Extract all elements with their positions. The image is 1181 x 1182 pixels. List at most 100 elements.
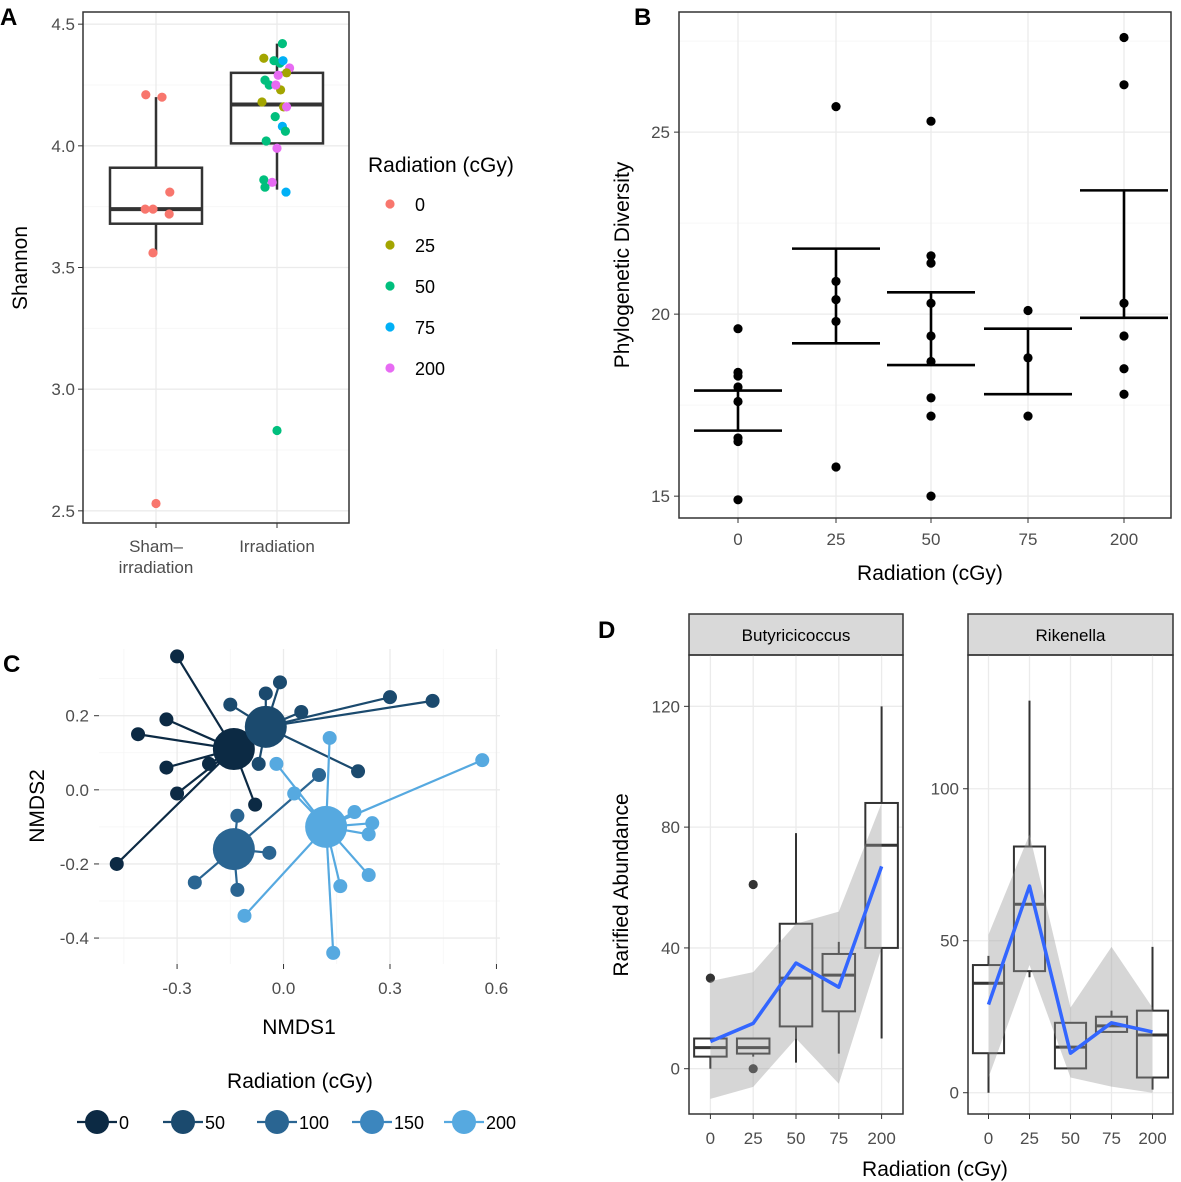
data-point <box>230 808 245 823</box>
y-tick-label: 15 <box>651 487 670 506</box>
panel-border <box>967 654 1174 1115</box>
y-tick-label: 0.2 <box>65 707 89 726</box>
y-axis-title: Shannon <box>9 226 32 310</box>
x-tick-label: 200 <box>1138 1129 1166 1148</box>
panel-b-phylogenetic-diversity: 15 20 25 0 25 50 75 200 Radiation (cGy) Phylogene… <box>611 11 1172 585</box>
legend-key <box>385 281 395 291</box>
data-point <box>831 462 841 472</box>
data-point <box>259 53 269 63</box>
x-tick-label: Sham– irradiation <box>119 537 194 577</box>
data-point <box>322 730 337 745</box>
panel-border <box>688 654 904 1115</box>
data-point <box>170 649 185 664</box>
data-point <box>926 258 936 268</box>
legend-label: 0 <box>415 195 425 215</box>
x-tick-label: Irradiation <box>239 537 315 556</box>
legend-key <box>385 322 395 332</box>
data-point <box>733 382 743 392</box>
y-tick-label: -0.2 <box>60 855 89 874</box>
panel-border <box>82 11 350 524</box>
data-point <box>1119 32 1129 43</box>
centroid-point <box>244 705 287 748</box>
legend-key <box>385 199 395 209</box>
data-point <box>278 56 288 66</box>
centroid-point <box>212 728 255 771</box>
legend-label: 25 <box>415 236 435 256</box>
data-point <box>831 294 841 305</box>
data-point <box>251 756 266 771</box>
data-point <box>351 764 366 779</box>
panel-d-rarified-abundance: Butyricicoccus 0 40 80 120 0 25 50 75 200 Rikenell… <box>610 613 1174 1181</box>
smooth-confidence-band <box>988 834 1153 1093</box>
y-tick-label: 20 <box>651 305 670 324</box>
x-tick-label: 0.6 <box>485 979 509 998</box>
data-point <box>333 879 348 894</box>
data-point <box>1023 411 1033 421</box>
spider-line <box>265 696 391 728</box>
data-point <box>148 204 158 214</box>
box-iqr <box>735 1037 771 1055</box>
box-iqr <box>108 166 204 225</box>
data-point <box>926 393 936 403</box>
x-tick-label: 0.0 <box>272 979 296 998</box>
y-tick-label: 80 <box>661 818 680 837</box>
data-point <box>733 371 743 381</box>
legend-key <box>385 240 395 250</box>
data-point <box>187 875 202 890</box>
data-point <box>109 856 124 871</box>
data-point <box>281 187 291 197</box>
data-point <box>280 126 290 136</box>
data-point <box>361 868 376 883</box>
x-tick-label: 75 <box>1102 1129 1121 1148</box>
data-point <box>269 756 284 771</box>
panel-border <box>678 11 1172 519</box>
legend-key <box>452 1110 476 1134</box>
data-point <box>170 786 185 801</box>
data-point <box>282 68 292 78</box>
data-point <box>141 90 151 100</box>
legend-key <box>360 1110 384 1134</box>
legend-label: 50 <box>415 277 435 297</box>
data-point <box>262 845 277 860</box>
x-tick-label: 75 <box>829 1129 848 1148</box>
data-point <box>926 491 936 501</box>
data-point <box>733 436 743 447</box>
data-point <box>272 675 287 690</box>
data-point <box>831 276 841 286</box>
x-tick-label: 50 <box>787 1129 806 1148</box>
centroid-point <box>305 805 348 848</box>
panel-letter-a: A <box>0 4 17 31</box>
x-tick-label: 25 <box>827 530 846 549</box>
data-point <box>831 316 841 327</box>
x-tick-label: 25 <box>1020 1129 1039 1148</box>
y-axis-title: NMDS2 <box>26 769 49 843</box>
data-point <box>270 112 280 122</box>
legend-key <box>171 1110 195 1134</box>
data-point <box>1119 298 1129 308</box>
panel-c-nmds-ordination: -0.3 0.0 0.3 0.6 -0.4 -0.2 0.0 0.2 NMDS1 NMDS2 Rad… <box>26 649 516 1134</box>
data-point <box>475 753 490 768</box>
data-point <box>237 908 252 923</box>
data-point <box>361 827 376 842</box>
data-point <box>926 356 936 367</box>
data-point <box>277 39 287 49</box>
y-axis-title: Phylogenetic Diversity <box>611 161 634 368</box>
data-point <box>926 251 936 261</box>
outlier-point <box>748 879 758 890</box>
data-point <box>165 187 175 197</box>
data-point <box>1119 389 1129 399</box>
y-tick-label: 25 <box>651 123 670 142</box>
data-point <box>272 425 282 436</box>
box-iqr <box>1135 1009 1170 1079</box>
x-axis-title: Radiation (cGy) <box>862 1158 1008 1181</box>
outlier-point <box>748 1064 758 1074</box>
panel-letter-b: B <box>634 4 651 31</box>
box-iqr <box>864 801 899 949</box>
data-point <box>312 768 327 782</box>
y-tick-label: 3.5 <box>51 259 75 278</box>
legend-title: Radiation (cGy) <box>227 1070 373 1093</box>
y-tick-label: 120 <box>652 697 680 716</box>
data-point <box>1023 305 1033 316</box>
legend-label: 200 <box>486 1113 516 1133</box>
